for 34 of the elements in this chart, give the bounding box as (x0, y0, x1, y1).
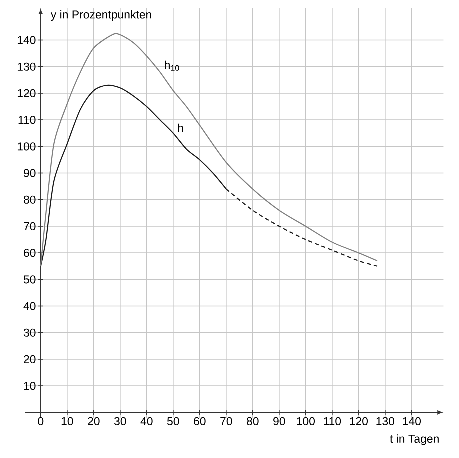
y-tick-label: 10 (24, 382, 36, 390)
y-tick-label: 130 (18, 62, 36, 71)
y-tick-label: 140 (18, 36, 36, 44)
x-tick-label: 120 (350, 417, 368, 426)
x-tick-label: 110 (324, 417, 342, 426)
x-tick-label: 140 (403, 417, 422, 426)
x-tick-label: 70 (220, 417, 232, 426)
y-tick-label: 90 (24, 169, 36, 178)
x-tick-label: 50 (167, 417, 180, 426)
x-tick-label: 40 (140, 417, 153, 426)
y-axis-title: y in Prozentpunkten (50, 10, 152, 22)
x-tick-label: 30 (114, 417, 126, 426)
x-tick-label: 10 (62, 417, 74, 426)
x-tick-label: 20 (88, 417, 100, 426)
series-label: h$_{10}$ (165, 60, 180, 71)
line-series (40, 34, 378, 267)
x-tick-label: 60 (194, 417, 206, 426)
y-tick-label: 110 (18, 116, 36, 124)
x-tick-label: 0 (38, 417, 44, 426)
x-tick-label: 90 (274, 417, 286, 426)
y-tick-label: 70 (24, 222, 36, 231)
y-tick-label: 30 (24, 328, 36, 337)
y-tick-label: 40 (24, 302, 36, 310)
x-axis-title: t in Tagen (390, 434, 439, 446)
y-tick-label: 80 (24, 196, 36, 204)
y-tick-label: 50 (24, 276, 36, 284)
x-tick-label: 130 (376, 417, 395, 426)
x-tick-label: 100 (297, 417, 316, 426)
y-tick-label: 120 (18, 89, 36, 98)
y-tick-label: 60 (24, 249, 36, 258)
series-label: h (178, 124, 184, 132)
y-tick-label: 20 (24, 355, 36, 364)
x-tick-label: 80 (247, 417, 259, 426)
y-tick-label: 100 (18, 142, 36, 151)
